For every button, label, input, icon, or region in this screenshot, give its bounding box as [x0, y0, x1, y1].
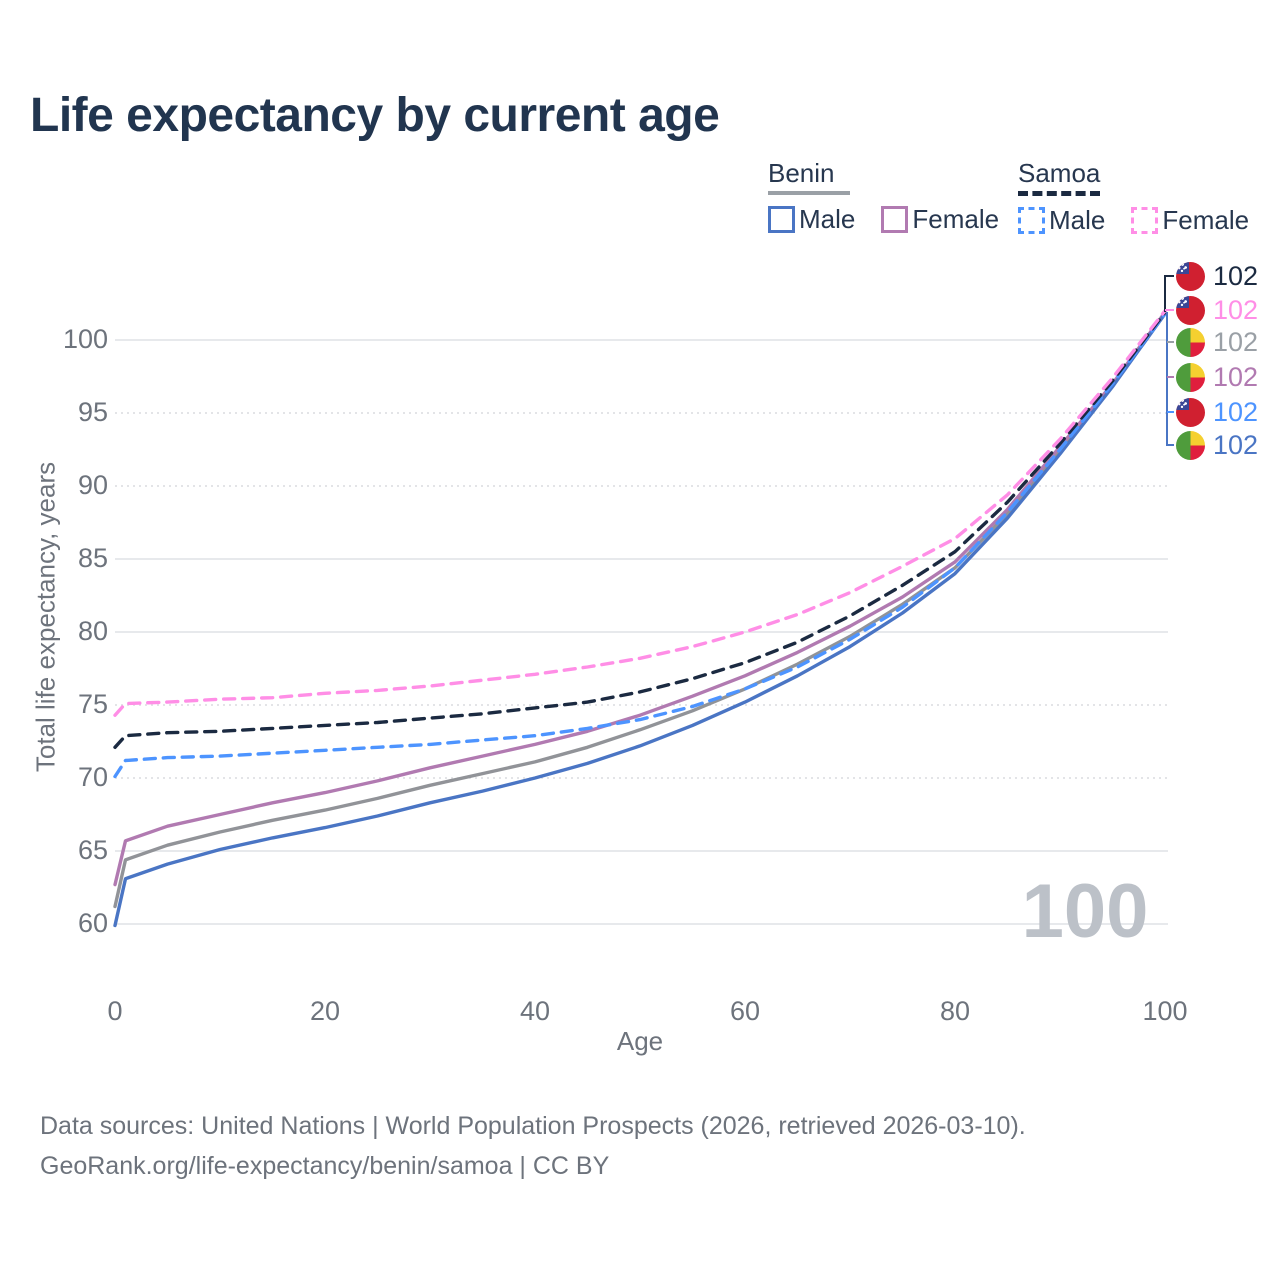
chart-area: 60 65 70 75 80 85 90 95 100 0 20 40 60 80 100 Age Tot…: [0, 250, 1280, 1080]
y-tick-label-65: 65: [77, 835, 108, 865]
benin-flag-icon: [1176, 362, 1205, 392]
end-label-benin-both-sexes: 102: [1176, 327, 1258, 357]
end-label-samoa-female: 102: [1176, 295, 1258, 325]
legend-swatch-icon: [1131, 207, 1159, 234]
end-label-value: 102: [1213, 261, 1259, 291]
page-title: Life expectancy by current age: [30, 89, 720, 142]
end-label-value: 102: [1213, 362, 1259, 392]
legend-group-benin: Benin Male Female: [768, 160, 999, 235]
y-tick-label-80: 80: [77, 616, 108, 646]
legend-benin-title[interactable]: Benin: [768, 158, 835, 188]
age-counter-watermark: 100: [1021, 869, 1149, 954]
footer: Data sources: United Nations | World Pop…: [40, 1106, 1026, 1186]
end-label-leader: [1164, 275, 1174, 312]
end-label-value: 102: [1213, 327, 1259, 357]
legend-swatch-icon: [1018, 207, 1045, 234]
footer-sources-line: Data sources: United Nations | World Pop…: [40, 1112, 1026, 1140]
legend-item-label: Female: [912, 204, 1000, 234]
x-tick-label-0: 0: [107, 996, 123, 1026]
y-tick-label-60: 60: [77, 908, 108, 938]
samoa-flag-icon: [1176, 295, 1205, 325]
legend-swatch-icon: [881, 206, 909, 233]
end-label-value: 102: [1213, 397, 1259, 427]
legend-item-samoa-female[interactable]: Female: [1131, 205, 1249, 236]
series-line-benin-male: [113, 312, 1167, 928]
legend-swatch-icon: [768, 206, 795, 233]
legend-benin-line-sample: [768, 191, 850, 195]
end-label-samoa-both-sexes: 102: [1176, 261, 1258, 291]
y-tick-label-95: 95: [77, 397, 108, 427]
end-label-value: 102: [1213, 430, 1259, 460]
end-label-benin-female: 102: [1176, 362, 1258, 392]
end-label-value: 102: [1213, 295, 1259, 325]
x-tick-label-100: 100: [1142, 996, 1188, 1026]
legend-item-benin-female[interactable]: Female: [881, 204, 999, 235]
end-label-leader: [1166, 312, 1174, 446]
x-tick-label-20: 20: [309, 996, 341, 1026]
end-label-samoa-male: 102: [1176, 397, 1258, 427]
legend-samoa-title[interactable]: Samoa: [1018, 158, 1101, 188]
samoa-flag-icon: [1176, 261, 1205, 291]
benin-flag-icon: [1176, 430, 1205, 460]
series-line-benin-both-sexes: [113, 312, 1167, 909]
benin-flag-icon: [1176, 327, 1205, 357]
y-tick-label-70: 70: [77, 762, 108, 792]
legend-item-label: Female: [1162, 205, 1250, 235]
chart-svg: [113, 275, 1174, 928]
samoa-flag-icon: [1176, 397, 1205, 427]
y-tick-label-85: 85: [77, 543, 108, 573]
x-tick-label-80: 80: [939, 996, 971, 1026]
legend-item-label: Male: [1049, 205, 1106, 235]
legend-samoa-line-sample: [1018, 191, 1100, 196]
series-line-samoa-both-sexes: [113, 310, 1167, 749]
legend-item-label: Male: [799, 204, 856, 234]
end-label-benin-male: 102: [1176, 430, 1258, 460]
y-tick-label-100: 100: [62, 324, 108, 354]
y-tick-label-75: 75: [77, 689, 108, 719]
legend-item-benin-male[interactable]: Male: [768, 204, 855, 235]
legend-group-samoa: Samoa Male Female: [1018, 160, 1249, 236]
series-line-samoa-female: [113, 309, 1167, 717]
legend-item-samoa-male[interactable]: Male: [1018, 205, 1105, 236]
x-tick-label-40: 40: [519, 996, 551, 1026]
x-axis-title: Age: [616, 1026, 664, 1056]
legend-benin-items: Male Female: [768, 204, 999, 235]
y-tick-label-90: 90: [77, 470, 108, 500]
series-line-samoa-male: [113, 312, 1167, 779]
y-axis-title: Total life expectancy, years: [30, 461, 61, 773]
footer-attribution-line[interactable]: GeoRank.org/life-expectancy/benin/samoa …: [40, 1152, 610, 1180]
legend-samoa-items: Male Female: [1018, 205, 1249, 236]
series-line-benin-female: [113, 310, 1167, 887]
x-tick-label-60: 60: [729, 996, 761, 1026]
